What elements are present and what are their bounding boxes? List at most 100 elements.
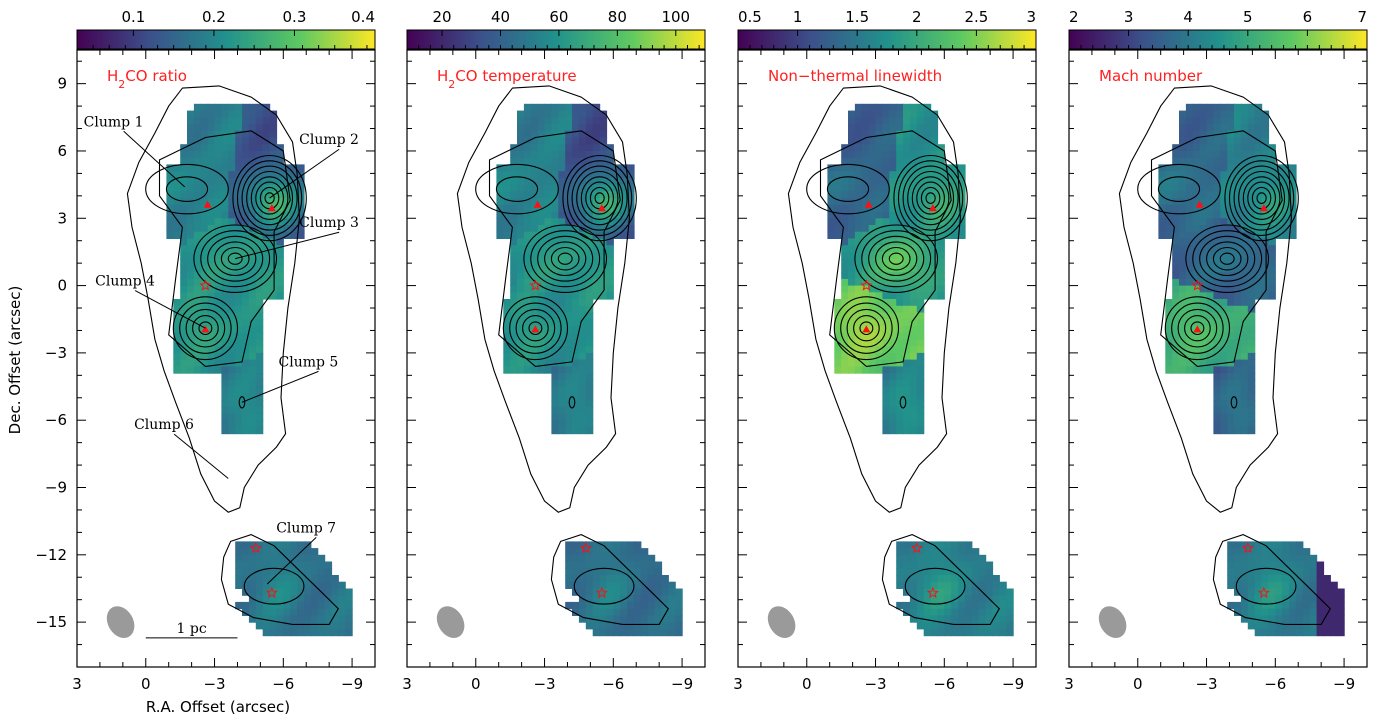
heatmap-pixel bbox=[207, 211, 216, 219]
heatmap-pixel bbox=[999, 601, 1007, 610]
heatmap-pixel bbox=[909, 332, 918, 340]
heatmap-pixel bbox=[248, 319, 257, 327]
heatmap-pixel bbox=[578, 144, 587, 152]
heatmap-pixel bbox=[166, 225, 174, 233]
heatmap-pixel bbox=[1295, 541, 1304, 549]
heatmap-pixel bbox=[834, 299, 842, 307]
heatmap-pixel bbox=[242, 352, 250, 361]
heatmap-pixel bbox=[854, 204, 863, 213]
heatmap-pixel bbox=[503, 352, 511, 361]
clump-leader-line bbox=[134, 290, 206, 329]
heatmap-pixel bbox=[1172, 238, 1180, 246]
heatmap-pixel bbox=[923, 588, 932, 596]
heatmap-pixel bbox=[834, 191, 842, 199]
heatmap-pixel bbox=[1220, 366, 1228, 374]
heatmap-pixel bbox=[923, 258, 932, 266]
heatmap-pixel bbox=[848, 238, 856, 246]
heatmap-pixel bbox=[200, 198, 209, 206]
heatmap-pixel bbox=[565, 278, 573, 287]
heatmap-pixel bbox=[221, 305, 229, 314]
triangle-marker bbox=[533, 200, 542, 208]
heatmap-pixel bbox=[875, 191, 883, 199]
beam-ellipse bbox=[1098, 606, 1127, 638]
heatmap-pixel bbox=[854, 184, 863, 192]
heatmap-pixel bbox=[875, 198, 883, 206]
heatmap-pixel bbox=[221, 258, 229, 266]
heatmap-pixel bbox=[551, 251, 559, 260]
heatmap-pixel bbox=[923, 151, 932, 159]
contour-ring bbox=[522, 315, 549, 342]
heatmap-pixel bbox=[544, 332, 552, 340]
heatmap-pixel bbox=[242, 124, 250, 132]
heatmap-pixel bbox=[530, 339, 539, 347]
heatmap-pixel bbox=[1240, 231, 1249, 239]
contours-1 bbox=[126, 85, 339, 625]
heatmap-pixel bbox=[592, 117, 601, 125]
heatmap-pixel bbox=[923, 272, 932, 280]
heatmap-pixel bbox=[228, 110, 236, 118]
contour-ring bbox=[907, 170, 955, 226]
heatmap-pixel bbox=[248, 164, 257, 172]
heatmap-pixel bbox=[875, 332, 883, 340]
heatmap-pixel bbox=[262, 588, 271, 596]
heatmap-pixel bbox=[200, 258, 209, 266]
heatmap-pixel bbox=[923, 164, 932, 172]
heatmap-pixel bbox=[572, 406, 580, 414]
heatmap-pixel bbox=[937, 615, 945, 623]
heatmap-pixel bbox=[276, 628, 284, 637]
heatmap-pixel bbox=[558, 225, 566, 233]
heatmap-pixel bbox=[242, 157, 250, 165]
heatmap-pixel bbox=[1247, 352, 1256, 361]
heatmap-pixel bbox=[958, 601, 966, 610]
heatmap-pixel bbox=[903, 292, 911, 300]
heatmap-pixel bbox=[303, 548, 312, 556]
heatmap-pixel bbox=[1254, 130, 1263, 139]
heatmap-pixel bbox=[1185, 312, 1194, 320]
heatmap-pixel bbox=[1179, 258, 1187, 266]
heatmap-pixel bbox=[173, 299, 181, 307]
heatmap-pixel bbox=[1185, 272, 1194, 280]
heatmap-pixel bbox=[255, 251, 264, 260]
heatmap-pixel bbox=[180, 171, 188, 179]
heatmap-pixel bbox=[585, 406, 594, 414]
heatmap-pixel bbox=[1261, 601, 1270, 610]
heatmap-pixel bbox=[578, 204, 587, 213]
heatmap-pixel bbox=[565, 581, 573, 589]
heatmap-pixel bbox=[187, 299, 195, 307]
heatmap-pixel bbox=[854, 225, 863, 233]
heatmap-pixel bbox=[1234, 346, 1242, 354]
heatmap-pixel bbox=[276, 231, 284, 239]
heatmap-pixel bbox=[214, 103, 222, 112]
heatmap-pixel bbox=[572, 548, 580, 556]
heatmap-pixel bbox=[1234, 204, 1242, 213]
heatmap-pixel bbox=[503, 231, 511, 239]
heatmap-pixel bbox=[627, 581, 635, 589]
heatmap-pixel bbox=[1213, 373, 1221, 381]
heatmap-pixel bbox=[187, 130, 195, 139]
heatmap-pixel bbox=[889, 312, 897, 320]
heatmap-pixel bbox=[606, 191, 614, 199]
heatmap-pixel bbox=[882, 292, 890, 300]
heatmap-pixel bbox=[262, 130, 271, 139]
heatmap-pixel bbox=[1282, 198, 1290, 206]
heatmap-pixel bbox=[882, 400, 890, 408]
heatmap-pixel bbox=[1234, 561, 1242, 569]
heatmap-pixel bbox=[627, 588, 635, 596]
heatmap-pixel bbox=[868, 198, 877, 206]
heatmap-pixel bbox=[558, 117, 566, 125]
heatmap-pixel bbox=[606, 541, 614, 549]
heatmap-pixel bbox=[248, 117, 257, 125]
heatmap-pixel bbox=[1247, 373, 1256, 381]
heatmap-pixel bbox=[166, 184, 174, 192]
heatmap-pixel bbox=[200, 251, 209, 260]
heatmap-pixel bbox=[523, 305, 532, 314]
heatmap-pixel bbox=[1185, 251, 1194, 260]
heatmap-pixel bbox=[578, 299, 587, 307]
heatmap-pixel bbox=[228, 251, 236, 260]
heatmap-pixel bbox=[1289, 581, 1297, 589]
heatmap-pixel bbox=[585, 299, 594, 307]
heatmap-pixel bbox=[889, 211, 897, 219]
heatmap-pixel bbox=[585, 198, 594, 206]
heatmap-pixel bbox=[248, 171, 257, 179]
heatmap-pixel bbox=[654, 575, 663, 583]
